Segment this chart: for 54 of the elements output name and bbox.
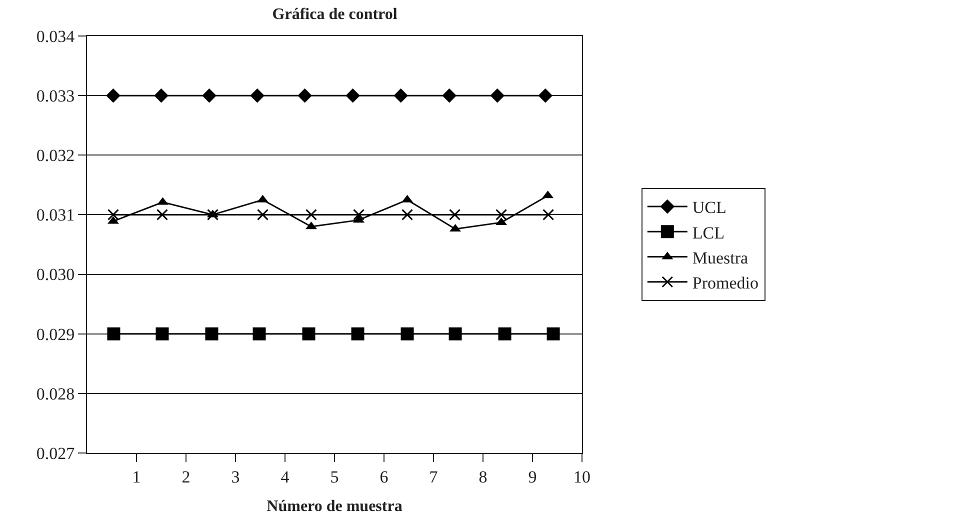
point bbox=[256, 208, 268, 220]
point bbox=[107, 208, 119, 220]
point bbox=[156, 327, 169, 340]
point bbox=[205, 327, 218, 340]
point bbox=[107, 327, 120, 340]
x-tick-label: 5 bbox=[330, 467, 339, 486]
point bbox=[305, 208, 317, 220]
point bbox=[542, 208, 554, 220]
point bbox=[402, 208, 414, 220]
point bbox=[346, 88, 360, 103]
point bbox=[546, 327, 560, 340]
point bbox=[351, 327, 364, 340]
legend-label: Promedio bbox=[692, 273, 759, 292]
x-tick-label: 10 bbox=[574, 467, 590, 486]
point bbox=[449, 208, 461, 220]
point bbox=[400, 327, 414, 340]
x-tick-label: 4 bbox=[280, 467, 290, 486]
point bbox=[250, 88, 264, 103]
chart-title: Gráfica de control bbox=[272, 6, 398, 24]
y-tick-label: 0.032 bbox=[36, 146, 75, 166]
point bbox=[156, 208, 168, 220]
x-tick-label: 9 bbox=[528, 467, 537, 486]
y-tick-label: 0.034 bbox=[36, 26, 76, 46]
y-tick-label: 0.033 bbox=[36, 86, 75, 106]
x-tick-label: 6 bbox=[380, 467, 388, 486]
x-tick-label: 8 bbox=[478, 467, 488, 486]
legend-label: Muestra bbox=[692, 248, 749, 268]
point bbox=[106, 88, 120, 103]
point bbox=[298, 88, 312, 103]
point bbox=[498, 327, 512, 340]
point bbox=[490, 88, 504, 103]
point bbox=[252, 327, 266, 340]
point bbox=[496, 208, 508, 220]
x-axis-title: Número de muestra bbox=[266, 498, 402, 516]
y-tick-label: 0.028 bbox=[36, 384, 75, 404]
point bbox=[448, 327, 462, 340]
point bbox=[302, 327, 316, 340]
point bbox=[538, 88, 553, 103]
point bbox=[206, 208, 218, 220]
x-tick-label: 7 bbox=[429, 467, 438, 486]
y-tick-label: 0.030 bbox=[36, 265, 75, 284]
point bbox=[154, 88, 168, 103]
x-tick-label: 2 bbox=[182, 467, 190, 486]
legend-label: LCL bbox=[692, 223, 725, 242]
point bbox=[202, 88, 216, 103]
point bbox=[353, 208, 365, 220]
x-tick-label: 1 bbox=[132, 467, 141, 486]
legend-label: UCL bbox=[692, 198, 726, 218]
point bbox=[442, 88, 456, 103]
x-tick-label: 3 bbox=[231, 467, 240, 486]
point bbox=[394, 88, 408, 103]
y-tick-label: 0.029 bbox=[36, 324, 75, 344]
y-tick-label: 0.027 bbox=[36, 444, 76, 463]
y-tick-label: 0.031 bbox=[36, 206, 75, 225]
